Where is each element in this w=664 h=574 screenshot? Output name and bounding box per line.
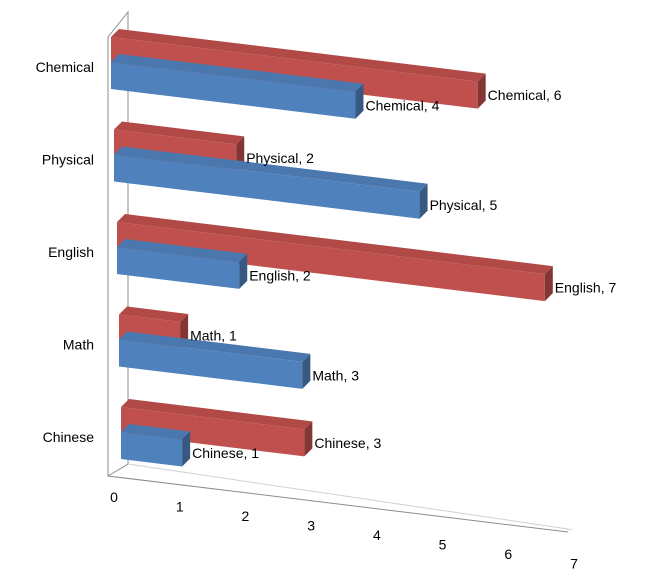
bar-side-face [182, 431, 191, 467]
chart-bars [111, 29, 553, 467]
bar-top-face [111, 54, 364, 92]
bar-english-1 [117, 214, 553, 302]
bar-side-face [355, 83, 364, 119]
bar-top-face [117, 239, 248, 262]
data-label: Math, 1 [190, 327, 237, 343]
bar-chinese-0 [121, 424, 191, 467]
bar-chemical-1 [111, 29, 486, 109]
category-label: Chemical [36, 59, 94, 75]
data-label: Chemical, 4 [365, 97, 439, 113]
data-label: Physical, 2 [246, 150, 314, 166]
bar-side-face [304, 421, 313, 457]
bar-math-0 [119, 331, 311, 389]
data-label: Chinese, 3 [314, 435, 381, 451]
bar-top-face [117, 214, 553, 275]
bar-front-face [111, 37, 478, 109]
data-label: English, 2 [249, 267, 311, 283]
x-tick-label: 4 [373, 527, 381, 543]
floor-back-edge [127, 463, 573, 531]
bar-english-0 [117, 239, 248, 289]
chart-labels: 0 1 2 3 4 5 6 7 Chemical Chemical, 6 Chemical, 4 Ph… [36, 59, 617, 572]
bar-top-face [114, 146, 428, 192]
bar-side-face [302, 353, 311, 389]
bar-side-face [544, 266, 553, 302]
bar-chemical-0 [111, 54, 364, 119]
x-tick-label: 0 [110, 489, 118, 505]
data-label: Chinese, 1 [192, 445, 259, 461]
bar-front-face [121, 432, 183, 467]
bar-top-face [114, 121, 245, 145]
bar-front-face [119, 339, 303, 389]
bar-top-face [111, 29, 486, 82]
x-tick-label: 5 [439, 537, 447, 553]
bar-physical-0 [114, 146, 428, 219]
bar-top-face [121, 399, 313, 430]
bar-top-face [119, 306, 189, 322]
category-label: Chinese [43, 429, 95, 445]
x-tick-label: 2 [242, 508, 250, 524]
bar-side-face [419, 183, 428, 219]
x-tick-label: 1 [176, 499, 184, 515]
x-tick-label: 6 [504, 546, 512, 562]
bar-side-face [239, 253, 248, 289]
category-label: Physical [42, 152, 94, 168]
bar-chinese-1 [121, 399, 313, 457]
bar-top-face [121, 424, 191, 440]
bar-top-face [119, 331, 311, 362]
bar-front-face [117, 247, 240, 289]
category-label: Math [63, 337, 94, 353]
x-tick-label: 3 [307, 518, 315, 534]
bar-front-face [114, 154, 420, 219]
bar-front-face [117, 222, 545, 302]
data-label: English, 7 [555, 280, 617, 296]
bar-front-face [121, 407, 305, 457]
x-tick-label: 7 [570, 556, 578, 572]
bar-front-face [111, 62, 356, 119]
data-label: Math, 3 [312, 367, 359, 383]
data-label: Chemical, 6 [488, 87, 562, 103]
data-label: Physical, 5 [430, 197, 498, 213]
category-label: English [48, 244, 94, 260]
bar-side-face [477, 73, 486, 109]
